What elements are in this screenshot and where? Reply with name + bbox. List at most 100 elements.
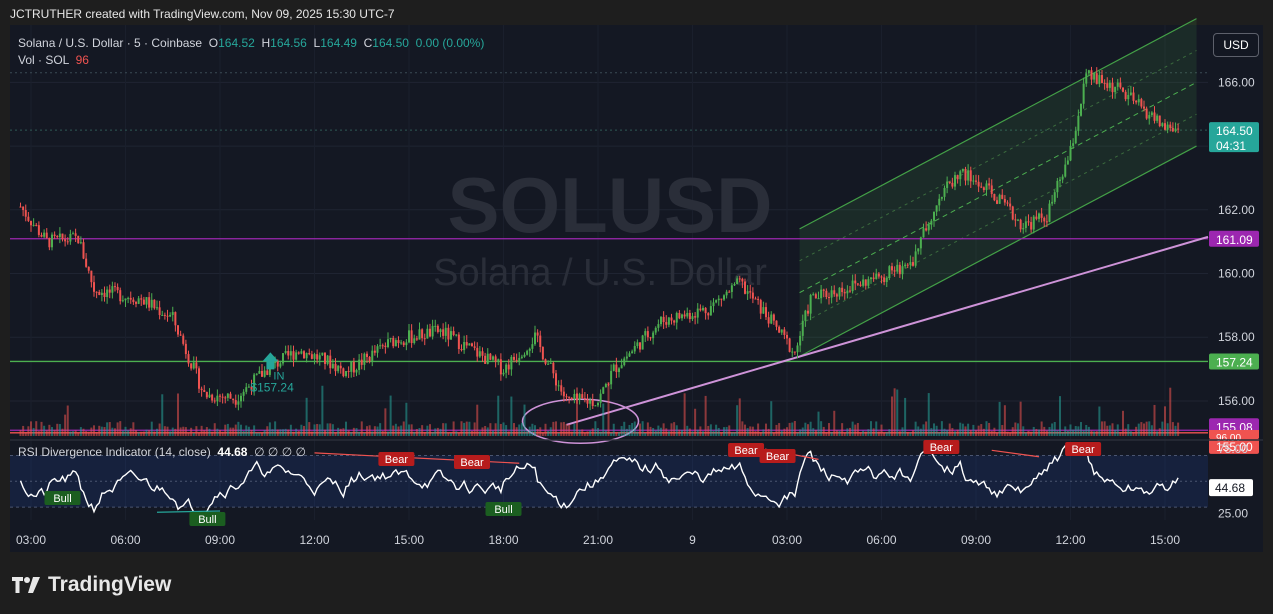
volume-bar — [232, 427, 235, 436]
candle — [859, 284, 862, 286]
volume-bar — [1171, 422, 1174, 436]
candle — [770, 314, 773, 324]
volume-bar — [439, 428, 442, 436]
volume-bar — [423, 431, 426, 436]
currency-button[interactable]: USD — [1213, 33, 1259, 57]
candle — [492, 356, 494, 360]
buy-arrow-icon — [262, 352, 279, 370]
volume-bar — [1077, 426, 1080, 436]
candle — [410, 330, 413, 344]
candle — [977, 181, 980, 187]
candle — [591, 399, 594, 406]
volume-bar — [169, 431, 172, 436]
volume-bar — [631, 422, 634, 436]
volume-bar — [536, 429, 539, 436]
volume-bar — [431, 432, 434, 436]
volume-bar — [289, 424, 292, 436]
volume-bar — [993, 427, 996, 436]
candle — [1056, 180, 1059, 193]
buy-label: IN — [273, 370, 284, 382]
candle — [145, 297, 148, 305]
volume-bar — [909, 432, 912, 436]
volume-bar — [410, 424, 413, 436]
candle — [707, 313, 710, 316]
candle — [1014, 219, 1017, 221]
candle — [901, 266, 904, 275]
candle — [313, 354, 316, 359]
volume-bar — [573, 424, 576, 436]
candle — [586, 399, 589, 404]
volume-bar — [883, 432, 886, 436]
volume-bar — [835, 430, 838, 436]
candle — [780, 329, 783, 333]
rsi-placeholders: ∅ ∅ ∅ ∅ — [254, 445, 306, 459]
volume-bar — [61, 428, 64, 436]
volume-bar — [1090, 430, 1093, 436]
candle — [478, 351, 481, 357]
rsi-tick-0: 25.00 — [1218, 507, 1248, 521]
volume-bar — [507, 431, 510, 436]
volume-bar — [203, 430, 206, 436]
volume-bar — [171, 427, 174, 436]
chart-frame[interactable] — [10, 25, 1263, 552]
candle — [688, 312, 691, 320]
candle — [597, 402, 599, 406]
volume-bar — [951, 428, 954, 436]
volume-bar — [405, 402, 408, 436]
candle — [392, 338, 395, 347]
volume-bar — [565, 424, 568, 436]
volume-bar — [741, 421, 744, 436]
candle — [387, 339, 389, 348]
candle — [229, 393, 232, 399]
candle — [64, 239, 67, 242]
volume-bar — [292, 431, 295, 436]
time-tick-12: 15:00 — [1150, 533, 1180, 547]
candle — [838, 287, 841, 297]
candle — [906, 264, 909, 266]
volume-bar — [163, 426, 166, 436]
candle — [439, 329, 442, 332]
candle — [266, 370, 269, 375]
watermark-name: Solana / U.S. Dollar — [433, 252, 767, 294]
volume-bar — [116, 422, 119, 436]
volume-bar — [765, 423, 767, 436]
volume-bar — [505, 425, 508, 436]
time-tick-2: 09:00 — [205, 533, 235, 547]
channel-lower — [799, 145, 1197, 357]
bear-label-1-bg — [378, 452, 415, 466]
volume-bar — [1045, 430, 1048, 436]
volume-bar — [547, 430, 550, 436]
candle — [628, 353, 631, 357]
candle — [660, 316, 662, 325]
volume-bar — [421, 425, 424, 436]
volume-bar — [599, 431, 602, 436]
volume-bar — [242, 430, 245, 436]
volume-bar — [418, 427, 421, 436]
candle — [79, 242, 82, 244]
candle — [1001, 194, 1004, 199]
tradingview-logo[interactable]: TradingView — [12, 573, 171, 597]
volume-bar — [867, 429, 870, 436]
candle — [268, 364, 271, 375]
volume-bar — [471, 430, 473, 436]
volume-bar — [1169, 387, 1172, 436]
candle — [137, 298, 140, 304]
legend-vol-value: 96 — [75, 53, 89, 67]
volume-bar — [271, 429, 274, 436]
candle — [394, 340, 397, 347]
candle — [282, 353, 284, 364]
trendline — [566, 235, 1209, 426]
legend-change: 0.00 (0.00%) — [415, 36, 485, 50]
volume-bar — [838, 430, 841, 436]
volume-bar — [211, 431, 214, 436]
candle — [912, 262, 914, 266]
volume-bar — [610, 432, 613, 436]
volume-bar — [240, 424, 242, 436]
bear-divergence-3 — [991, 449, 1040, 458]
bull-label-3-bg — [485, 502, 522, 516]
candle — [77, 235, 80, 244]
candle — [1045, 221, 1048, 223]
volume-bar — [195, 426, 198, 436]
